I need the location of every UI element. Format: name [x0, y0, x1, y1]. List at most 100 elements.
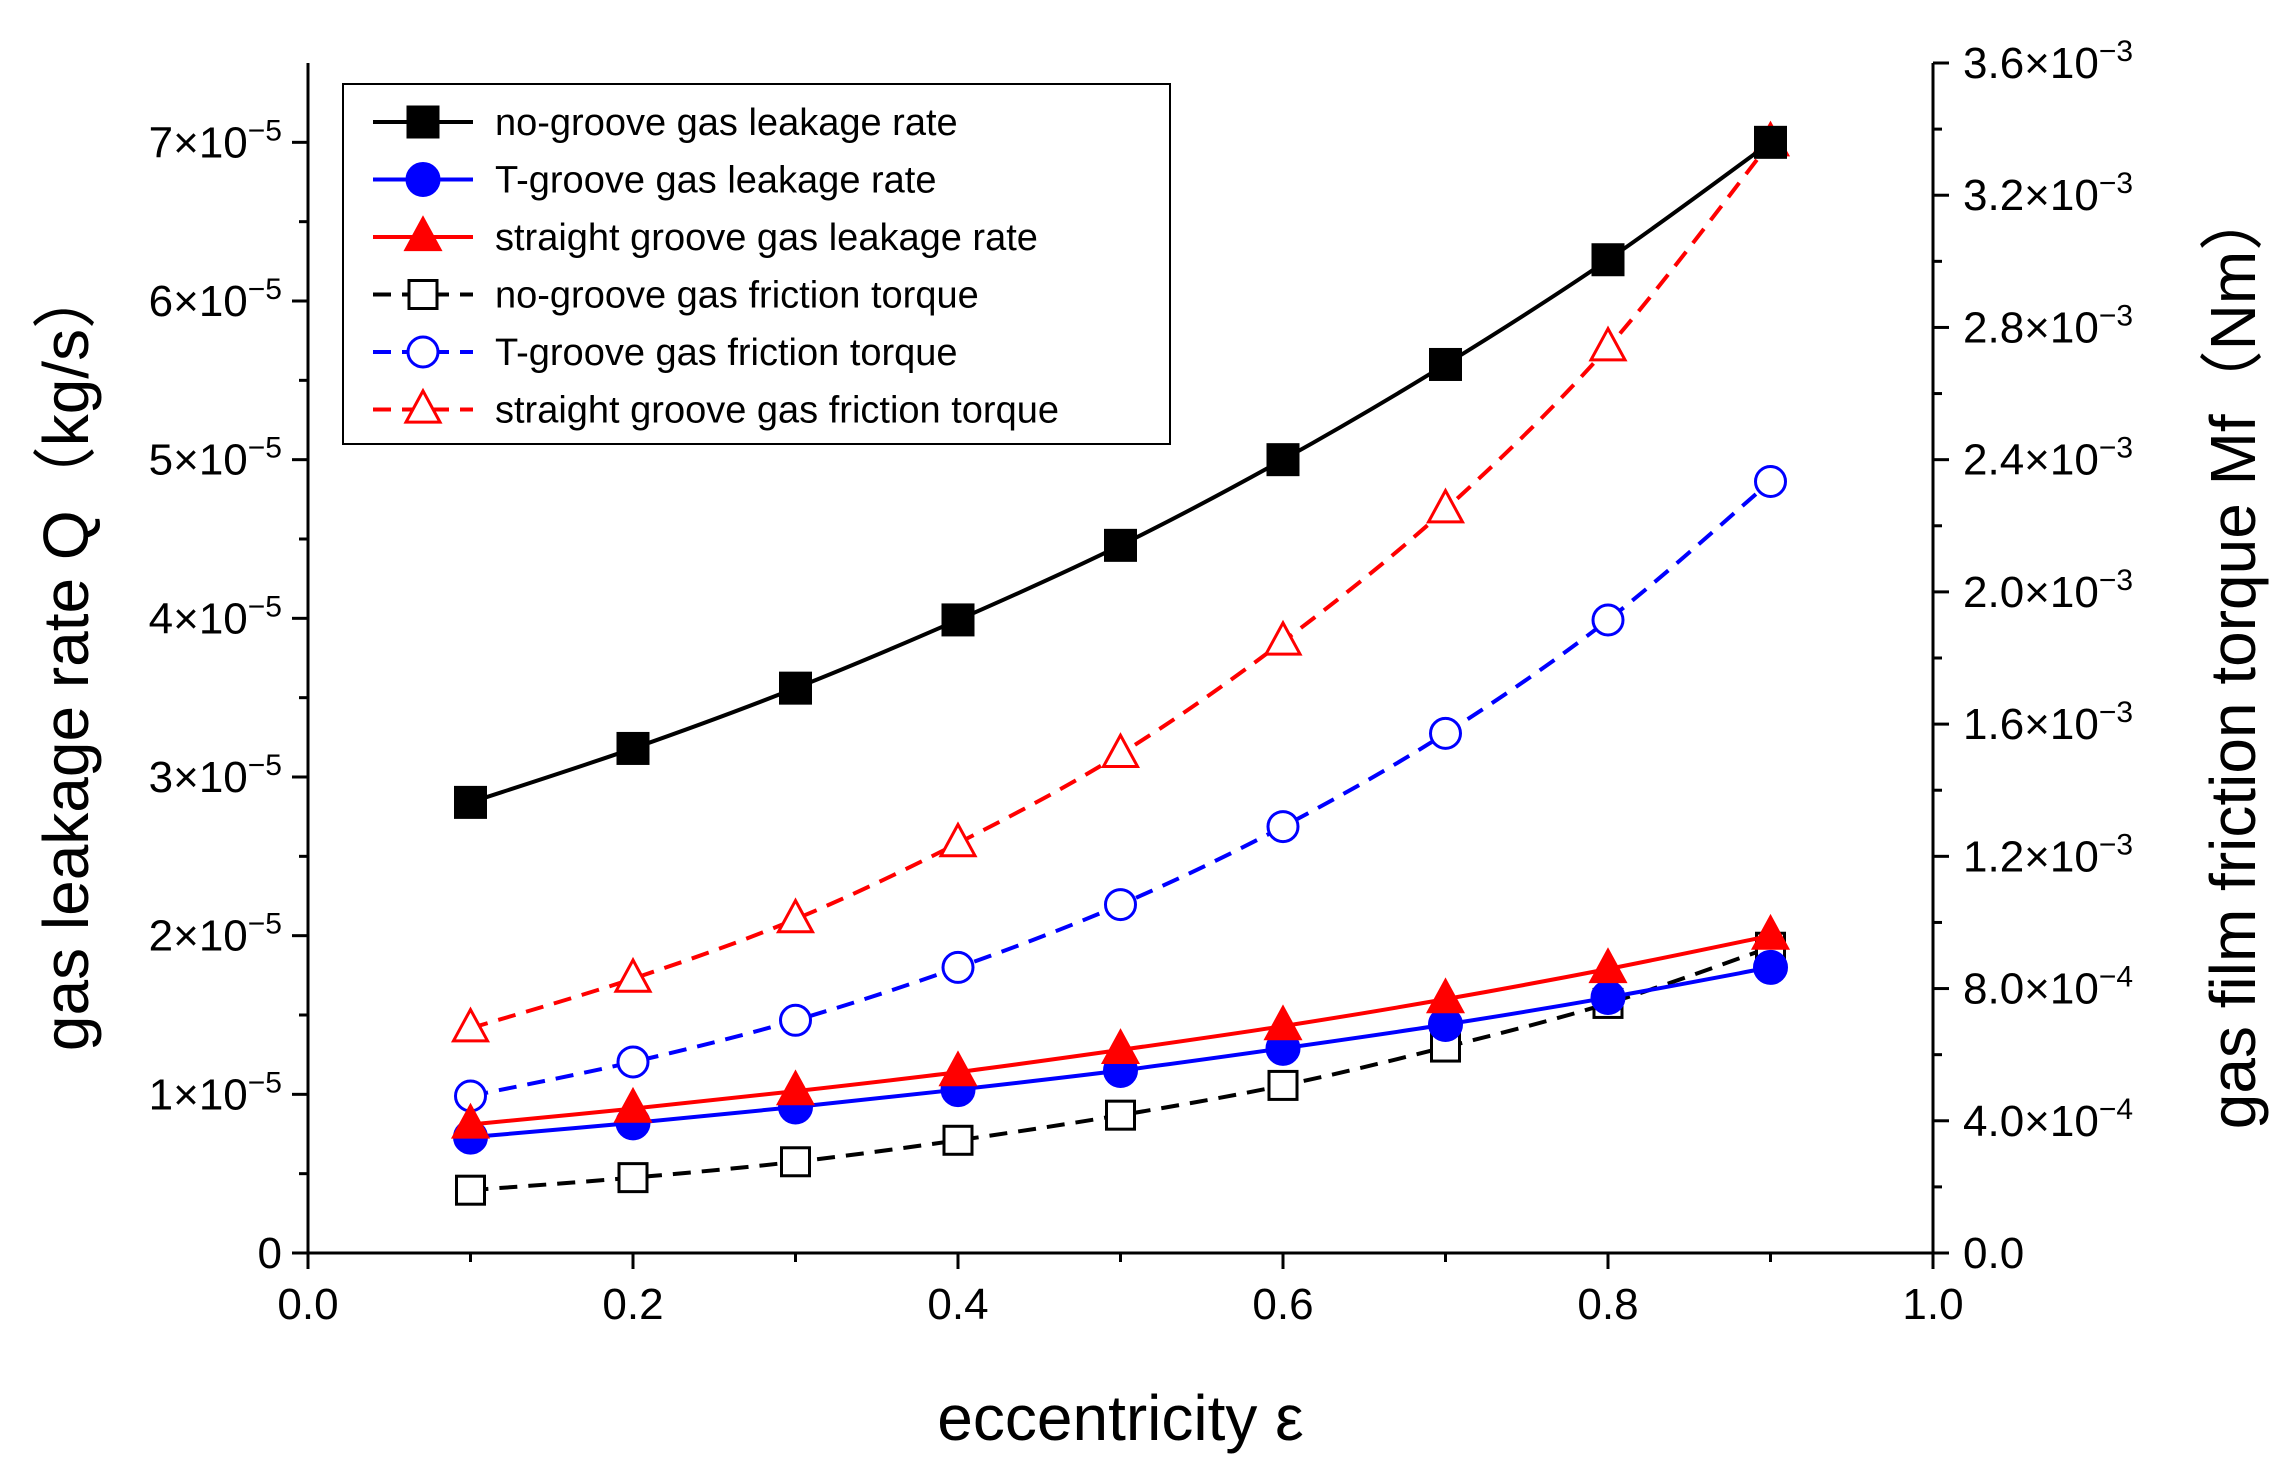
legend-label: no-groove gas friction torque	[495, 275, 979, 317]
legend-item: straight groove gas leakage rate	[373, 215, 1038, 259]
data-point	[1429, 716, 1462, 750]
y2-tick-label: 1.6×10−3	[1963, 696, 2133, 749]
data-point	[941, 950, 975, 984]
legend-marker	[403, 215, 443, 252]
legend-box	[342, 83, 1171, 445]
data-point	[1754, 125, 1787, 159]
y-axis-right-title: gas film friction torque Mf（Nm）	[2197, 187, 2269, 1129]
x-axis: 0.0 0.2 0.4 0.6 0.8 1.0	[277, 1253, 1964, 1329]
y-tick-label: 4×10−5	[149, 590, 282, 643]
data-point	[1104, 528, 1137, 562]
y2-tick-label: 8.0×10−4	[1963, 960, 2133, 1013]
series-5	[454, 464, 1787, 1113]
y2-tick-label: 2.0×10−3	[1963, 563, 2133, 616]
data-point	[780, 1146, 811, 1178]
data-point	[938, 1050, 978, 1087]
data-point	[1266, 443, 1300, 477]
y-axis-right: 0.0 4.0×10−4 8.0×10−4 1.2×10−3 1.6×10−3 2.0×1…	[1933, 35, 2133, 1278]
y2-tick-label: 2.4×10−3	[1963, 431, 2133, 484]
legend-label: straight groove gas friction torque	[495, 390, 1059, 432]
data-point	[1425, 487, 1466, 524]
data-point	[938, 821, 978, 858]
y-axis-left: 0 1×10−5 2×10−5 3×10−5 4×10−5 5×10−5 6×10−5 7×1…	[149, 114, 308, 1278]
data-point	[1753, 949, 1788, 985]
legend-marker	[403, 387, 443, 424]
legend-marker	[406, 105, 440, 139]
y2-tick-label: 4.0×10−4	[1963, 1092, 2133, 1145]
legend-item: T-groove gas friction torque	[373, 332, 958, 374]
legend-marker	[407, 279, 439, 310]
legend-item: straight groove gas friction torque	[373, 387, 1059, 432]
x-tick-label: 1.0	[1902, 1280, 1963, 1329]
x-tick-label: 0.0	[277, 1280, 338, 1329]
legend-item: no-groove gas leakage rate	[373, 102, 958, 144]
data-point	[1429, 347, 1462, 381]
data-point	[455, 1174, 486, 1206]
data-point	[1266, 810, 1300, 844]
data-point	[1591, 243, 1625, 277]
data-point	[1588, 947, 1628, 984]
y-tick-label: 2×10−5	[149, 907, 282, 960]
y-tick-label: 1×10−5	[149, 1066, 282, 1119]
data-point	[450, 1102, 491, 1139]
data-point	[1754, 464, 1787, 498]
data-point	[1267, 1069, 1299, 1101]
data-point	[941, 603, 975, 637]
data-point	[454, 785, 487, 819]
data-point	[1588, 325, 1628, 362]
y2-tick-label: 1.2×10−3	[1963, 828, 2133, 881]
series-line	[470, 479, 1772, 1098]
legend-marker	[406, 335, 440, 369]
data-point	[1425, 977, 1466, 1014]
series-3	[450, 913, 1791, 1139]
x-tick-label: 0.8	[1577, 1280, 1638, 1329]
x-tick-label: 0.2	[602, 1280, 663, 1329]
data-point	[1263, 619, 1303, 656]
y2-tick-label: 2.8×10−3	[1963, 299, 2133, 352]
data-point	[616, 731, 650, 765]
data-point	[1750, 913, 1791, 950]
legend: no-groove gas leakage rate T-groove gas l…	[342, 83, 1171, 445]
legend-item: no-groove gas friction torque	[373, 275, 979, 317]
legend-label: T-groove gas friction torque	[495, 332, 958, 374]
data-point	[1263, 1004, 1303, 1041]
data-point	[1104, 888, 1137, 922]
legend-label: straight groove gas leakage rate	[495, 217, 1038, 259]
data-point	[775, 1069, 816, 1106]
legend-label: no-groove gas leakage rate	[495, 102, 958, 144]
y2-tick-label: 3.2×10−3	[1963, 167, 2133, 220]
y-axis-left-title: gas leakage rate Q（kg/s）	[30, 265, 102, 1051]
x-tick-label: 0.6	[1252, 1280, 1313, 1329]
x-tick-label: 0.4	[927, 1280, 988, 1329]
y-tick-label: 5×10−5	[149, 431, 282, 484]
y-tick-label: 3×10−5	[149, 749, 282, 802]
y2-tick-label: 0.0	[1963, 1229, 2024, 1278]
data-point	[617, 1162, 649, 1194]
legend-item: T-groove gas leakage rate	[373, 160, 937, 202]
data-point	[1428, 1007, 1463, 1043]
data-point	[1100, 1028, 1141, 1065]
data-point	[775, 897, 816, 934]
series-line	[469, 141, 1773, 1031]
data-point	[1105, 1099, 1136, 1131]
series-6	[450, 120, 1791, 1043]
data-point	[779, 1003, 812, 1037]
data-point	[613, 1086, 653, 1123]
data-point	[1590, 980, 1626, 1016]
data-point	[1591, 603, 1625, 637]
y-tick-label: 0	[258, 1229, 282, 1278]
x-axis-title: eccentricity ε	[937, 1382, 1303, 1454]
legend-label: T-groove gas leakage rate	[495, 160, 937, 202]
data-point	[1100, 732, 1141, 768]
y-tick-label: 6×10−5	[149, 273, 282, 326]
y-tick-label: 7×10−5	[149, 114, 282, 167]
y2-tick-label: 3.6×10−3	[1963, 35, 2133, 88]
data-point	[942, 1124, 974, 1156]
series-1	[454, 125, 1787, 819]
data-point	[779, 671, 812, 705]
data-point	[450, 1006, 491, 1043]
data-curves	[450, 120, 1791, 1206]
legend-marker	[405, 162, 441, 197]
data-point	[613, 956, 653, 993]
